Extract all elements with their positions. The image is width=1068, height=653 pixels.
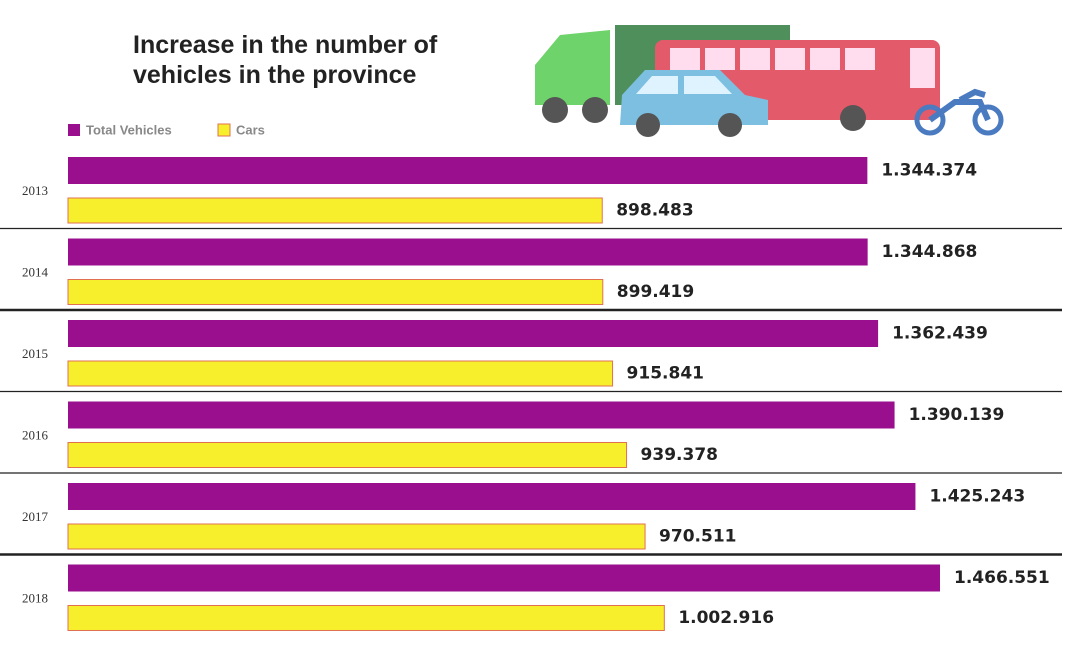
chart-title: Increase in the number of vehicles in the… — [133, 31, 438, 89]
bar — [67, 279, 604, 305]
legend-swatch — [217, 123, 231, 137]
value-label: 898.483 — [616, 201, 693, 221]
bar — [67, 197, 603, 224]
bar — [68, 564, 940, 592]
value-label: 1.344.868 — [882, 242, 978, 262]
bar — [67, 442, 628, 468]
value-label: 1.344.374 — [881, 161, 977, 181]
y-tick-label: 2018 — [22, 590, 48, 605]
legend-swatch — [68, 124, 80, 136]
value-label: 970.511 — [659, 527, 736, 547]
value-label: 939.378 — [641, 445, 718, 465]
y-tick-label: 2014 — [22, 264, 49, 279]
y-tick-label: 2015 — [22, 346, 48, 361]
bar — [68, 320, 879, 347]
bar — [67, 360, 614, 387]
value-label: 1.390.139 — [909, 405, 1005, 425]
value-label: 899.419 — [617, 282, 694, 302]
legend: Total Vehicles Cars — [68, 122, 265, 137]
bar — [67, 605, 665, 631]
value-label: 1.002.916 — [678, 608, 774, 628]
legend-label: Total Vehicles — [86, 122, 172, 137]
value-label: 1.362.439 — [892, 324, 988, 344]
value-label: 915.841 — [627, 364, 704, 384]
value-label: 1.425.243 — [929, 487, 1025, 507]
bar — [68, 238, 868, 266]
bar — [68, 483, 916, 510]
bar — [68, 401, 895, 429]
value-label: 1.466.551 — [954, 568, 1050, 588]
vehicle-illustration — [535, 25, 1004, 137]
legend-label: Cars — [236, 122, 265, 137]
bar — [68, 157, 868, 184]
y-tick-label: 2017 — [22, 509, 49, 524]
bar — [67, 523, 646, 550]
y-tick-label: 2016 — [22, 427, 49, 442]
y-tick-label: 2013 — [22, 183, 48, 198]
